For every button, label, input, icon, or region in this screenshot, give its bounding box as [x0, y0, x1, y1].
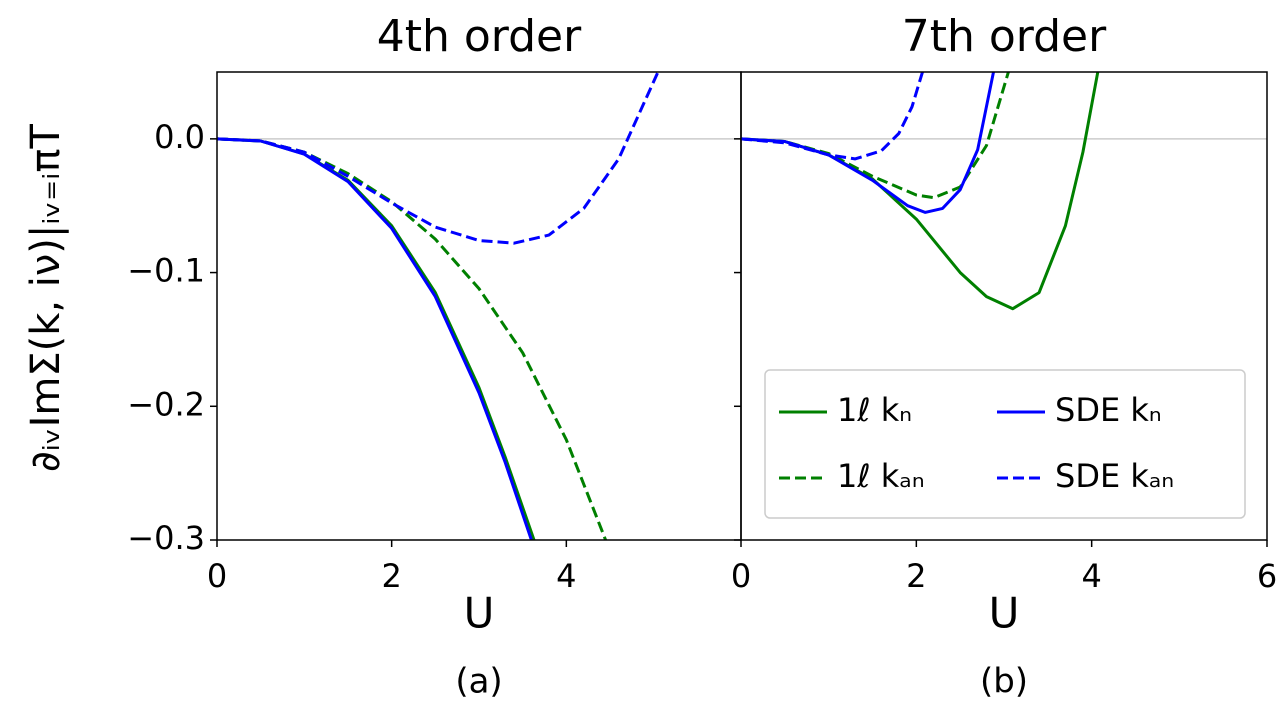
y-tick-label: 0.0	[154, 118, 205, 156]
panel-title: 7th order	[902, 11, 1107, 62]
legend-label: SDE kₐₙ	[1055, 457, 1174, 495]
series-line	[741, 72, 1010, 200]
y-axis-label: ∂ᵢᵥImΣ(k, iν)|ᵢᵥ₌ᵢπT	[23, 123, 69, 471]
series-line	[217, 72, 660, 245]
legend-label: 1ℓ kₙ	[837, 391, 912, 429]
x-tick-label: 4	[1081, 557, 1101, 595]
legend-label: SDE kₙ	[1055, 391, 1162, 429]
x-tick-label: 6	[1257, 557, 1277, 595]
series-line	[741, 72, 1100, 311]
x-tick-label: 2	[906, 557, 926, 595]
plot-area	[217, 72, 660, 540]
x-tick-label: 4	[556, 557, 576, 595]
panel-caption: (b)	[980, 662, 1028, 702]
series-line	[217, 137, 533, 540]
panel-title: 4th order	[377, 11, 582, 62]
x-tick-label: 2	[381, 557, 401, 595]
y-tick-label: −0.3	[127, 519, 205, 557]
series-line	[217, 137, 607, 540]
legend-box	[764, 369, 1246, 519]
y-tick-label: −0.2	[127, 385, 205, 423]
panel-frame	[740, 71, 1268, 541]
x-tick-label: 0	[731, 557, 751, 595]
series-line	[741, 72, 924, 161]
panel-caption: (a)	[455, 662, 502, 702]
y-tick-label: −0.1	[127, 252, 205, 290]
x-axis-label: U	[464, 589, 495, 638]
x-axis-label: U	[989, 589, 1020, 638]
x-tick-label: 0	[207, 557, 227, 595]
legend-label: 1ℓ kₐₙ	[837, 457, 925, 495]
plot-area	[741, 72, 1100, 311]
series-line	[217, 137, 536, 540]
panel-frame	[216, 71, 742, 541]
